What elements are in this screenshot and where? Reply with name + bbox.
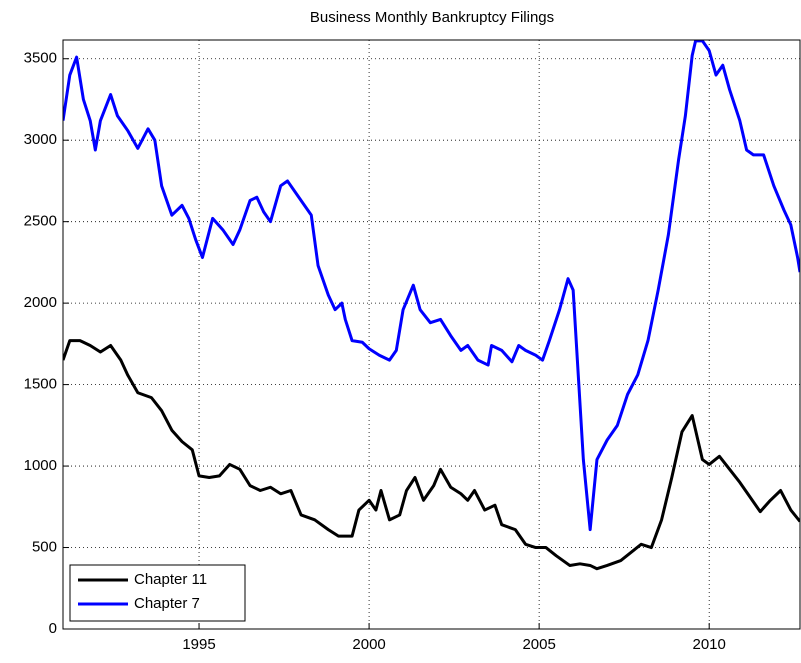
y-tick-label: 3000 — [24, 131, 57, 148]
y-tick-label: 1500 — [24, 376, 57, 393]
x-tick-label: 2000 — [352, 636, 385, 653]
y-tick-label: 500 — [32, 539, 57, 556]
legend-label: Chapter 11 — [134, 571, 207, 588]
x-tick-label: 2005 — [522, 636, 555, 653]
legend-label: Chapter 7 — [134, 595, 200, 612]
y-tick-label: 2000 — [24, 294, 57, 311]
series-line — [63, 339, 800, 571]
series-line — [63, 40, 800, 532]
y-tick-label: 2500 — [24, 213, 57, 230]
chart-title: Business Monthly Bankruptcy Filings — [310, 9, 554, 26]
x-tick-label: 1995 — [182, 636, 215, 653]
x-tick-label: 2010 — [693, 636, 726, 653]
y-tick-label: 1000 — [24, 457, 57, 474]
plot-area — [63, 40, 800, 629]
y-tick-label: 0 — [49, 620, 57, 637]
axes-box — [62, 39, 801, 630]
y-tick-label: 3500 — [24, 50, 57, 67]
legend-box — [69, 564, 246, 622]
